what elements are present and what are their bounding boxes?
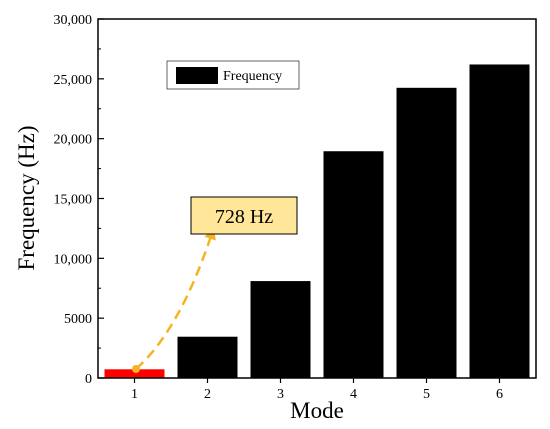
bar-mode-5: [396, 87, 457, 378]
bar-mode-4: [323, 151, 384, 378]
y-axis-title: Frequency (Hz): [14, 126, 39, 271]
x-tick-label: 4: [350, 387, 357, 402]
y-tick-label: 15,000: [54, 193, 93, 208]
bar-mode-3: [250, 281, 311, 378]
legend-label: Frequency: [223, 69, 282, 84]
x-tick-label: 5: [423, 387, 430, 402]
legend: Frequency: [166, 60, 300, 90]
annotation-box: [190, 196, 298, 235]
y-tick-label: 5000: [64, 312, 92, 327]
annotation-arrow: [135, 227, 216, 370]
y-tick-label: 10,000: [54, 252, 93, 267]
x-tick-label: 3: [277, 387, 284, 402]
annotation-text: 728 Hz: [215, 206, 273, 228]
bar-mode-6: [469, 64, 530, 379]
y-tick-label: 25,000: [54, 73, 93, 88]
x-tick-label: 6: [496, 387, 503, 402]
x-axis-ticks: 1 2 3 4 5 6: [131, 378, 503, 402]
annotation-dot: [132, 365, 140, 373]
y-axis-ticks: 0 5000 10,000 15,000 20,000 25,000 30,000: [54, 13, 104, 387]
bar-mode-2: [177, 336, 238, 378]
y-tick-label: 20,000: [54, 133, 93, 148]
bars-group: [104, 64, 530, 379]
y-tick-label: 0: [85, 372, 92, 387]
x-axis-title: Mode: [290, 398, 344, 423]
annotation: 728 Hz: [132, 196, 298, 373]
legend-swatch: [176, 67, 218, 84]
bar-mode-1: [104, 369, 165, 378]
x-tick-label: 1: [131, 387, 138, 402]
plot-frame: [97, 18, 537, 379]
x-tick-label: 2: [204, 387, 211, 402]
y-tick-label: 30,000: [54, 13, 93, 28]
